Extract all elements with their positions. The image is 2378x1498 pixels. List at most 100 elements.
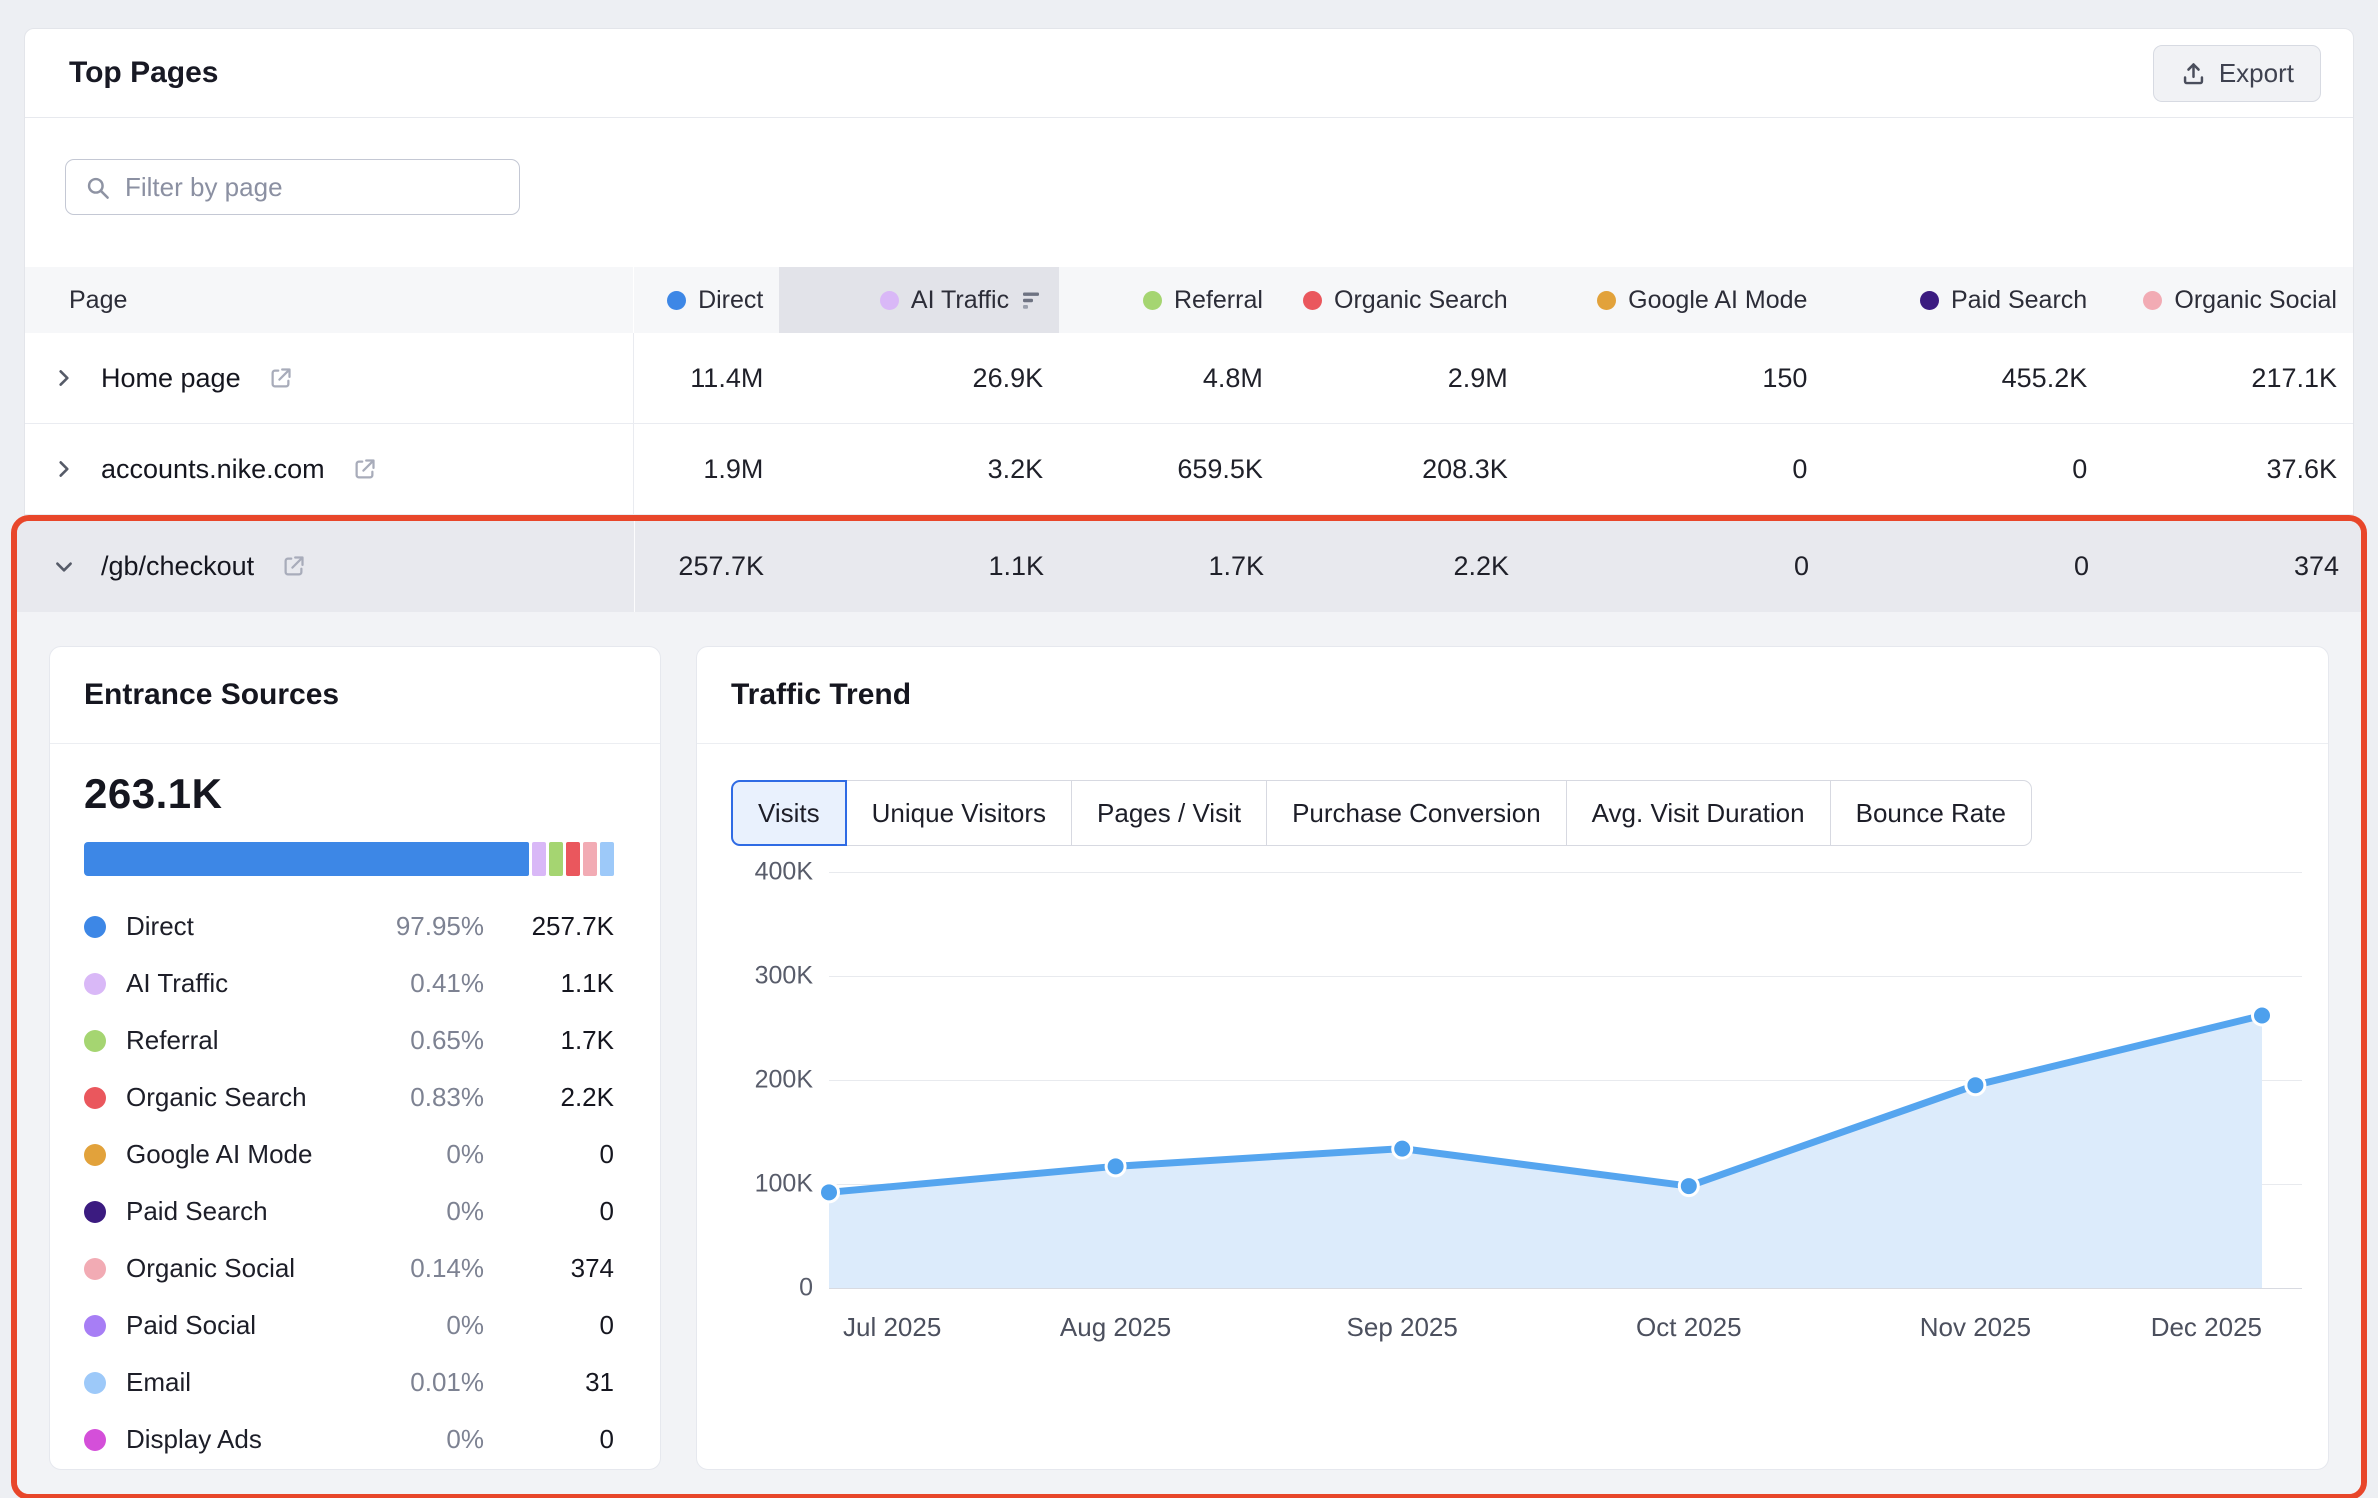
page-title: Top Pages [69,56,218,90]
page-cell: /gb/checkout [17,521,635,612]
legend-percent: 0.65% [324,1025,484,1056]
legend-item-referral: Referral0.65%1.7K [84,1012,614,1069]
y-axis-tick-label: 300K [755,962,813,991]
export-upload-icon [2180,60,2207,87]
column-label: Direct [698,286,763,315]
value-cell: 455.2K [1823,333,2103,423]
search-icon [84,174,111,201]
x-axis-tick-label: Dec 2025 [2151,1312,2262,1343]
table-row-home-page[interactable]: Home page11.4M26.9K4.8M2.9M150455.2K217.… [25,333,2353,424]
tab-visits[interactable]: Visits [731,780,847,846]
column-header-referral[interactable]: Referral [1059,267,1279,333]
external-link-icon[interactable] [267,365,294,392]
value-cell: 37.6K [2103,424,2353,514]
legend-percent: 0% [324,1310,484,1341]
chevron-down-icon[interactable] [53,556,75,578]
traffic-trend-title: Traffic Trend [697,647,2328,744]
top-pages-card: Top Pages Export [24,28,2354,1498]
legend-item-paid-social: Paid Social0%0 [84,1297,614,1354]
legend-value: 0 [484,1424,614,1455]
legend-value: 1.1K [484,968,614,999]
trend-data-point [2253,1006,2272,1025]
column-label: AI Traffic [911,286,1009,315]
chevron-right-icon[interactable] [53,367,75,389]
toolbar [65,159,2313,215]
tab-pages-visit[interactable]: Pages / Visit [1071,780,1267,846]
legend-color-dot [84,1030,106,1052]
external-link-icon[interactable] [280,553,307,580]
column-label: Paid Search [1951,286,2087,315]
y-axis-tick-label: 200K [755,1066,813,1095]
legend-color-dot [84,1087,106,1109]
value-cell: 11.4M [634,333,779,423]
x-axis-tick-label: Sep 2025 [1347,1312,1458,1343]
source-color-dot [2143,291,2162,310]
y-axis-tick-label: 100K [755,1170,813,1199]
analytics-screen: Top Pages Export [0,0,2378,1498]
trend-x-axis: Jul 2025Aug 2025Sep 2025Oct 2025Nov 2025… [829,1312,2302,1352]
tab-purchase-conversion[interactable]: Purchase Conversion [1266,780,1567,846]
value-cell: 208.3K [1279,424,1524,514]
export-label: Export [2219,58,2294,89]
expanded-row-slot: /gb/checkout257.7K1.1K1.7K2.2K00374 [17,521,2361,612]
legend-color-dot [84,1372,106,1394]
table-row-gb-checkout[interactable]: /gb/checkout257.7K1.1K1.7K2.2K00374 [17,521,2361,612]
column-header-organic-social[interactable]: Organic Social [2103,267,2353,333]
tab-bounce-rate[interactable]: Bounce Rate [1830,780,2032,846]
legend-value: 0 [484,1139,614,1170]
column-header-direct[interactable]: Direct [634,267,779,333]
column-header-google-ai-mode[interactable]: Google AI Mode [1524,267,1824,333]
value-cell: 4.8M [1059,333,1279,423]
legend-value: 31 [484,1367,614,1398]
value-cell: 0 [1825,521,2105,612]
tab-unique-visitors[interactable]: Unique Visitors [846,780,1072,846]
legend-item-google-ai-mode: Google AI Mode0%0 [84,1126,614,1183]
column-header-organic-search[interactable]: Organic Search [1279,267,1524,333]
card-header: Top Pages Export [25,29,2353,118]
sort-descending-icon [1021,290,1043,311]
table-row-accounts-nike-com[interactable]: accounts.nike.com1.9M3.2K659.5K208.3K003… [25,424,2353,515]
x-axis-tick-label: Oct 2025 [1636,1312,1742,1343]
legend-color-dot [84,1144,106,1166]
x-axis-tick-label: Aug 2025 [1060,1312,1171,1343]
chevron-right-icon[interactable] [53,458,75,480]
page-column-label: Page [69,286,127,315]
column-header-paid-search[interactable]: Paid Search [1823,267,2103,333]
entrance-sources-panel: Entrance Sources 263.1K Direct97.95%257.… [49,646,661,1470]
filter-input[interactable] [125,172,501,203]
traffic-trend-body: VisitsUnique VisitorsPages / VisitPurcha… [697,744,2328,1352]
legend-percent: 0% [324,1196,484,1227]
legend-label: Display Ads [126,1424,324,1455]
tab-avg-visit-duration[interactable]: Avg. Visit Duration [1566,780,1831,846]
column-header-page[interactable]: Page [25,267,634,333]
legend-value: 257.7K [484,911,614,942]
source-color-dot [1303,291,1322,310]
filter-box[interactable] [65,159,520,215]
legend-item-ai-traffic: AI Traffic0.41%1.1K [84,955,614,1012]
gridline [829,1288,2302,1289]
legend-percent: 0.01% [324,1367,484,1398]
value-cell: 0 [1823,424,2103,514]
external-link-icon[interactable] [351,456,378,483]
bar-segment-organic-search [566,842,580,876]
value-cell: 150 [1524,333,1824,423]
bar-segment-direct [84,842,529,876]
legend-color-dot [84,1258,106,1280]
legend-percent: 0.83% [324,1082,484,1113]
export-button[interactable]: Export [2153,45,2321,102]
source-color-dot [880,291,899,310]
legend-color-dot [84,1201,106,1223]
page-name: accounts.nike.com [101,454,325,485]
column-header-ai-traffic[interactable]: AI Traffic [779,267,1059,333]
legend-color-dot [84,916,106,938]
legend-label: AI Traffic [126,968,324,999]
legend-percent: 0% [324,1139,484,1170]
legend-value: 374 [484,1253,614,1284]
legend-value: 0 [484,1196,614,1227]
value-cell: 374 [2105,521,2355,612]
page-name: /gb/checkout [101,551,254,582]
page-cell: Home page [25,333,634,423]
page-cell: accounts.nike.com [25,424,634,514]
trend-data-point [820,1183,839,1202]
metric-tabs: VisitsUnique VisitorsPages / VisitPurcha… [731,780,2032,846]
